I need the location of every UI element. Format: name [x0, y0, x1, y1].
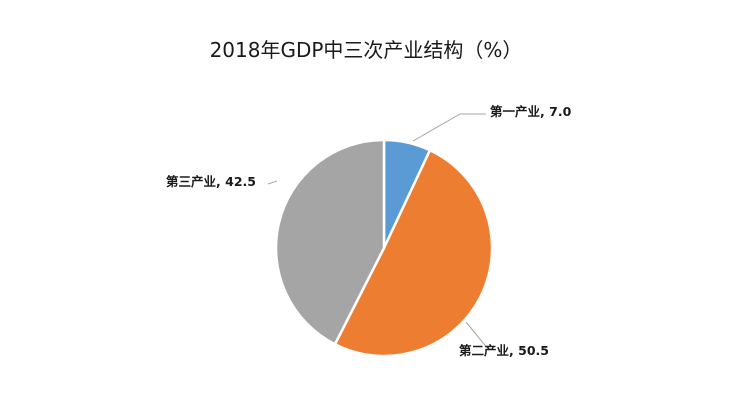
- leader-lines: [267, 113, 493, 350]
- slice-label-1: 第一产业, 7.0: [490, 104, 572, 119]
- slice-label-category: 第一产业: [490, 104, 541, 119]
- pie-slices: [274, 138, 494, 358]
- pie-slice-2: [333, 148, 494, 358]
- slice-labels: 第一产业, 7.0 第二产业, 50.5 第三产业, 42.5: [166, 104, 572, 358]
- slice-label-3: 第三产业, 42.5: [166, 174, 256, 189]
- slice-label-separator: ,: [216, 174, 225, 189]
- leader-line-3: [267, 180, 278, 185]
- leader-line-2: [465, 321, 493, 350]
- slice-label-separator: ,: [509, 343, 518, 358]
- slice-label-2: 第二产业, 50.5: [459, 343, 549, 358]
- leader-line-1: [412, 113, 486, 142]
- pie-slice-3: [274, 138, 386, 346]
- slice-label-value: 7.0: [549, 104, 571, 119]
- slice-label-value: 50.5: [518, 343, 549, 358]
- slice-label-value: 42.5: [225, 174, 256, 189]
- slice-label-category: 第三产业: [166, 174, 217, 189]
- slice-label-separator: ,: [540, 104, 549, 119]
- slice-label-category: 第二产业: [459, 343, 510, 358]
- chart-title: 2018年GDP中三次产业结构（%）: [210, 38, 523, 62]
